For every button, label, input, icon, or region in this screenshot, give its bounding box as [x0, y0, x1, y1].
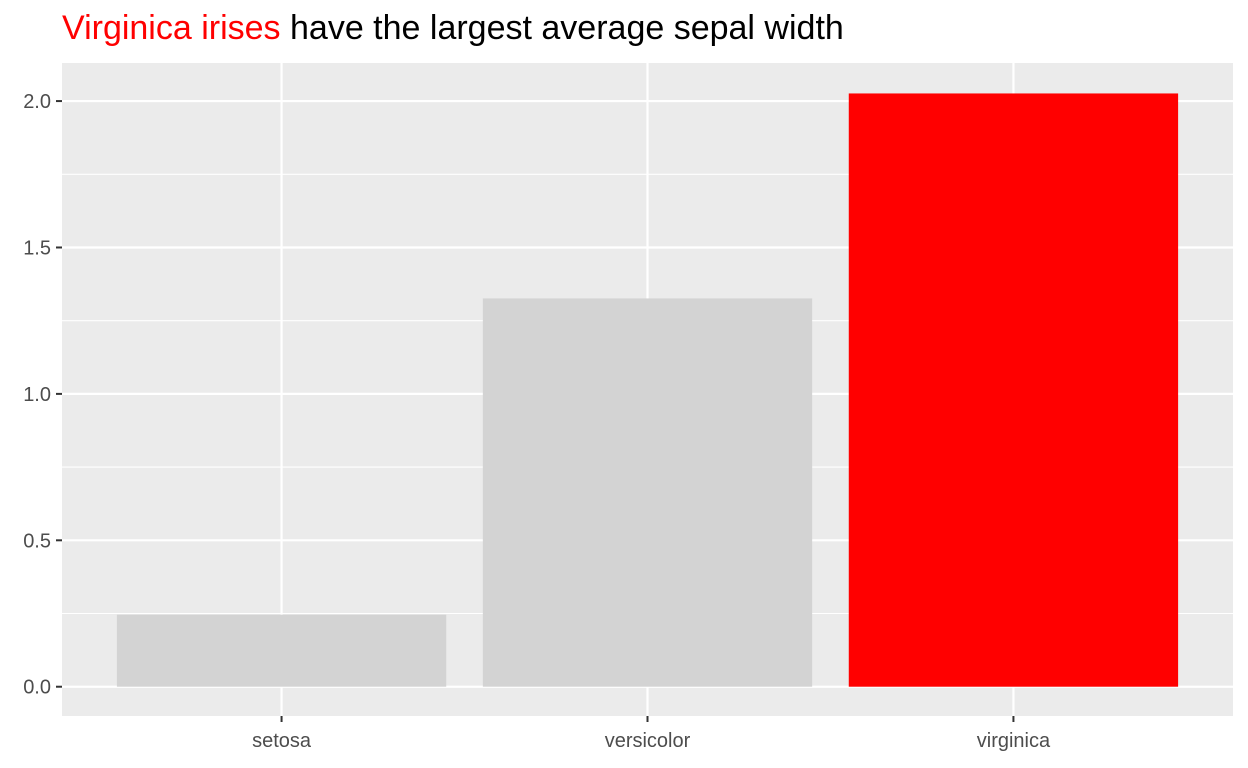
x-tick-label-setosa: setosa [252, 730, 312, 752]
chart-title: Virginica irises have the largest averag… [62, 8, 844, 48]
y-tick-label: 0.0 [23, 677, 51, 699]
x-tick-label-versicolor: versicolor [605, 730, 691, 752]
bar-virginica [848, 93, 1179, 687]
x-axis: setosa versicolor virginica [252, 716, 1051, 752]
y-tick-label: 1.5 [23, 237, 51, 259]
chart-title-rest: have the largest average sepal width [280, 9, 844, 47]
y-tick-label: 2.0 [23, 91, 51, 113]
y-tick-label: 1.0 [23, 384, 51, 406]
bar-versicolor [482, 298, 813, 687]
y-axis: 0.0 0.5 1.0 1.5 2.0 [23, 91, 62, 699]
y-tick-label: 0.5 [23, 530, 51, 552]
bars [116, 93, 1179, 687]
x-tick-label-virginica: virginica [977, 730, 1051, 752]
bar-setosa [116, 614, 447, 687]
chart-title-highlight: Virginica irises [62, 9, 281, 47]
